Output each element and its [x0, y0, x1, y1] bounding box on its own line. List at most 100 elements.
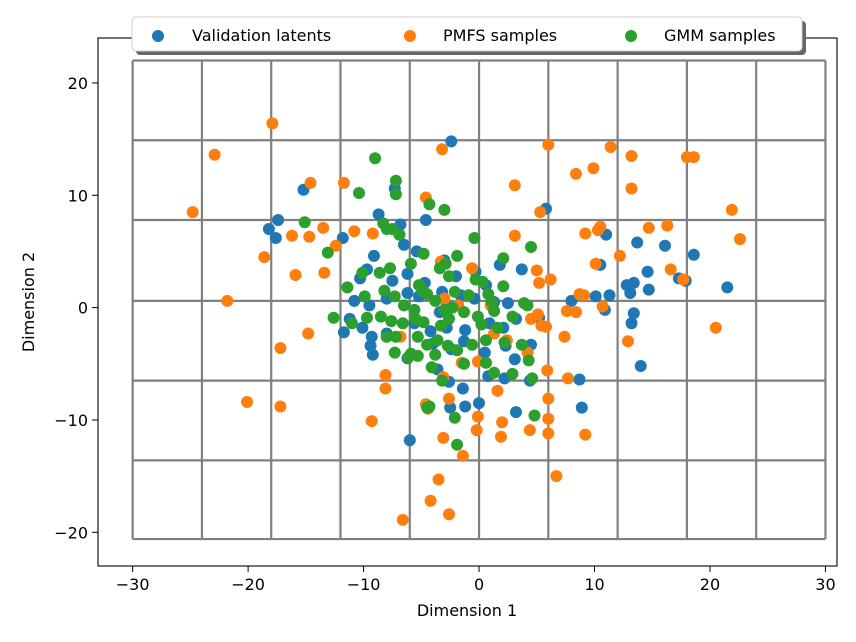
- point-validation-latents: [356, 321, 369, 334]
- point-pmfs-samples: [379, 369, 392, 381]
- point-pmfs-samples: [725, 203, 738, 216]
- point-validation-latents: [398, 238, 410, 251]
- point-gmm-samples: [526, 372, 539, 385]
- point-pmfs-samples: [438, 292, 451, 305]
- point-pmfs-samples: [379, 382, 392, 395]
- point-gmm-samples: [448, 285, 461, 298]
- point-validation-latents: [368, 249, 380, 262]
- y-tick-label: 10: [68, 186, 88, 205]
- point-gmm-samples: [358, 290, 371, 303]
- x-tick-label: −20: [231, 575, 265, 594]
- legend: Validation latents PMFS samples GMM samp…: [131, 16, 806, 55]
- point-gmm-samples: [425, 361, 438, 374]
- point-pmfs-samples: [550, 470, 563, 483]
- x-axis-label: Dimension 1: [417, 601, 517, 620]
- point-gmm-samples: [522, 354, 535, 367]
- point-pmfs-samples: [558, 330, 571, 343]
- point-gmm-samples: [491, 321, 504, 334]
- point-validation-latents: [603, 289, 616, 302]
- point-gmm-samples: [341, 281, 354, 294]
- point-validation-latents: [473, 397, 485, 410]
- point-validation-latents: [337, 326, 350, 339]
- point-gmm-samples: [373, 266, 386, 279]
- point-gmm-samples: [431, 334, 444, 347]
- point-gmm-samples: [353, 187, 365, 199]
- point-gmm-samples: [436, 374, 449, 387]
- point-gmm-samples: [429, 294, 442, 307]
- point-gmm-samples: [451, 438, 464, 451]
- point-validation-latents: [456, 382, 469, 395]
- point-gmm-samples: [438, 203, 451, 216]
- point-pmfs-samples: [589, 257, 602, 270]
- point-gmm-samples: [327, 311, 340, 324]
- point-pmfs-samples: [734, 233, 746, 246]
- point-gmm-samples: [462, 289, 475, 302]
- point-pmfs-samples: [677, 273, 690, 286]
- grid: [131, 59, 827, 541]
- point-pmfs-samples: [542, 138, 555, 151]
- point-pmfs-samples: [303, 230, 316, 243]
- point-validation-latents: [403, 434, 416, 447]
- point-validation-latents: [348, 294, 361, 307]
- point-pmfs-samples: [304, 176, 317, 189]
- point-validation-latents: [272, 214, 285, 226]
- point-validation-latents: [459, 400, 472, 413]
- legend-box: [131, 16, 803, 52]
- point-pmfs-samples: [186, 206, 199, 219]
- point-pmfs-samples: [443, 508, 455, 521]
- point-validation-latents: [634, 360, 647, 372]
- point-pmfs-samples: [508, 179, 521, 192]
- point-gmm-samples: [384, 262, 397, 275]
- y-tick-label: −10: [54, 411, 88, 430]
- point-pmfs-samples: [286, 229, 298, 242]
- point-pmfs-samples: [337, 176, 350, 189]
- point-pmfs-samples: [329, 239, 342, 252]
- x-tick-label: 0: [474, 575, 484, 594]
- point-gmm-samples: [429, 348, 442, 361]
- point-validation-latents: [401, 267, 414, 280]
- point-validation-latents: [627, 276, 640, 289]
- point-gmm-samples: [480, 356, 492, 369]
- point-gmm-samples: [356, 266, 369, 279]
- point-pmfs-samples: [544, 273, 557, 286]
- legend-marker-gmm: [625, 30, 637, 42]
- legend-marker-validation: [152, 30, 164, 42]
- point-pmfs-samples: [221, 294, 234, 307]
- legend-marker-pmfs: [404, 30, 416, 42]
- point-gmm-samples: [521, 299, 534, 312]
- point-pmfs-samples: [579, 428, 592, 441]
- point-pmfs-samples: [432, 473, 445, 486]
- point-gmm-samples: [396, 317, 409, 330]
- point-gmm-samples: [480, 334, 492, 347]
- point-validation-latents: [625, 317, 638, 330]
- point-gmm-samples: [443, 270, 455, 283]
- point-pmfs-samples: [496, 416, 509, 429]
- y-tick-label: −20: [54, 523, 88, 542]
- point-validation-latents: [508, 353, 521, 366]
- point-gmm-samples: [389, 174, 402, 187]
- point-validation-latents: [336, 232, 349, 244]
- point-gmm-samples: [441, 339, 454, 352]
- point-gmm-samples: [434, 319, 447, 332]
- legend-label-validation: Validation latents: [192, 26, 331, 45]
- point-pmfs-samples: [437, 431, 450, 444]
- point-validation-latents: [419, 214, 432, 226]
- point-gmm-samples: [361, 311, 373, 324]
- point-pmfs-samples: [542, 392, 555, 405]
- point-pmfs-samples: [579, 227, 592, 240]
- point-gmm-samples: [451, 344, 464, 357]
- point-pmfs-samples: [578, 289, 591, 302]
- point-pmfs-samples: [594, 220, 607, 233]
- point-pmfs-samples: [664, 263, 677, 276]
- point-gmm-samples: [485, 296, 498, 308]
- point-gmm-samples: [438, 303, 451, 316]
- point-validation-latents: [444, 401, 457, 414]
- point-pmfs-samples: [365, 415, 378, 428]
- point-gmm-samples: [506, 367, 519, 380]
- point-validation-latents: [510, 406, 522, 419]
- point-pmfs-samples: [266, 117, 279, 130]
- point-validation-latents: [721, 281, 734, 294]
- x-tick-label: 30: [815, 575, 835, 594]
- point-gmm-samples: [298, 216, 311, 229]
